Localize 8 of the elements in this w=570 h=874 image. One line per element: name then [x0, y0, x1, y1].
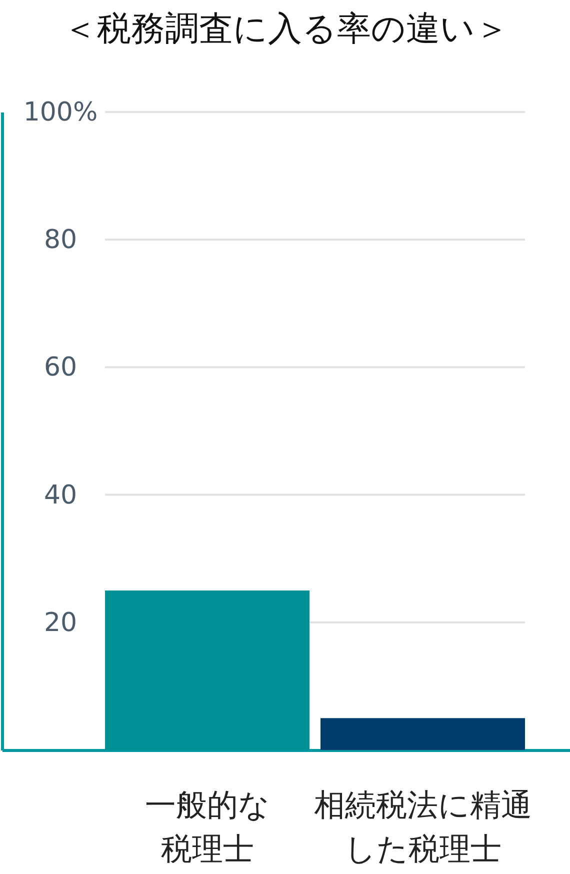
y-tick-label: 20 — [44, 608, 78, 638]
x-tick-label: 相続税法に精通した税理士 — [314, 788, 532, 868]
y-tick-label: 40 — [44, 480, 78, 510]
y-tick-label: 100% — [23, 98, 98, 128]
y-tick-label: 60 — [44, 352, 78, 383]
chart-title: ＜税務調査に入る率の違い＞ — [63, 9, 509, 49]
y-tick-label: 80 — [44, 225, 78, 256]
x-tick-label: 一般的な税理士 — [144, 788, 270, 868]
